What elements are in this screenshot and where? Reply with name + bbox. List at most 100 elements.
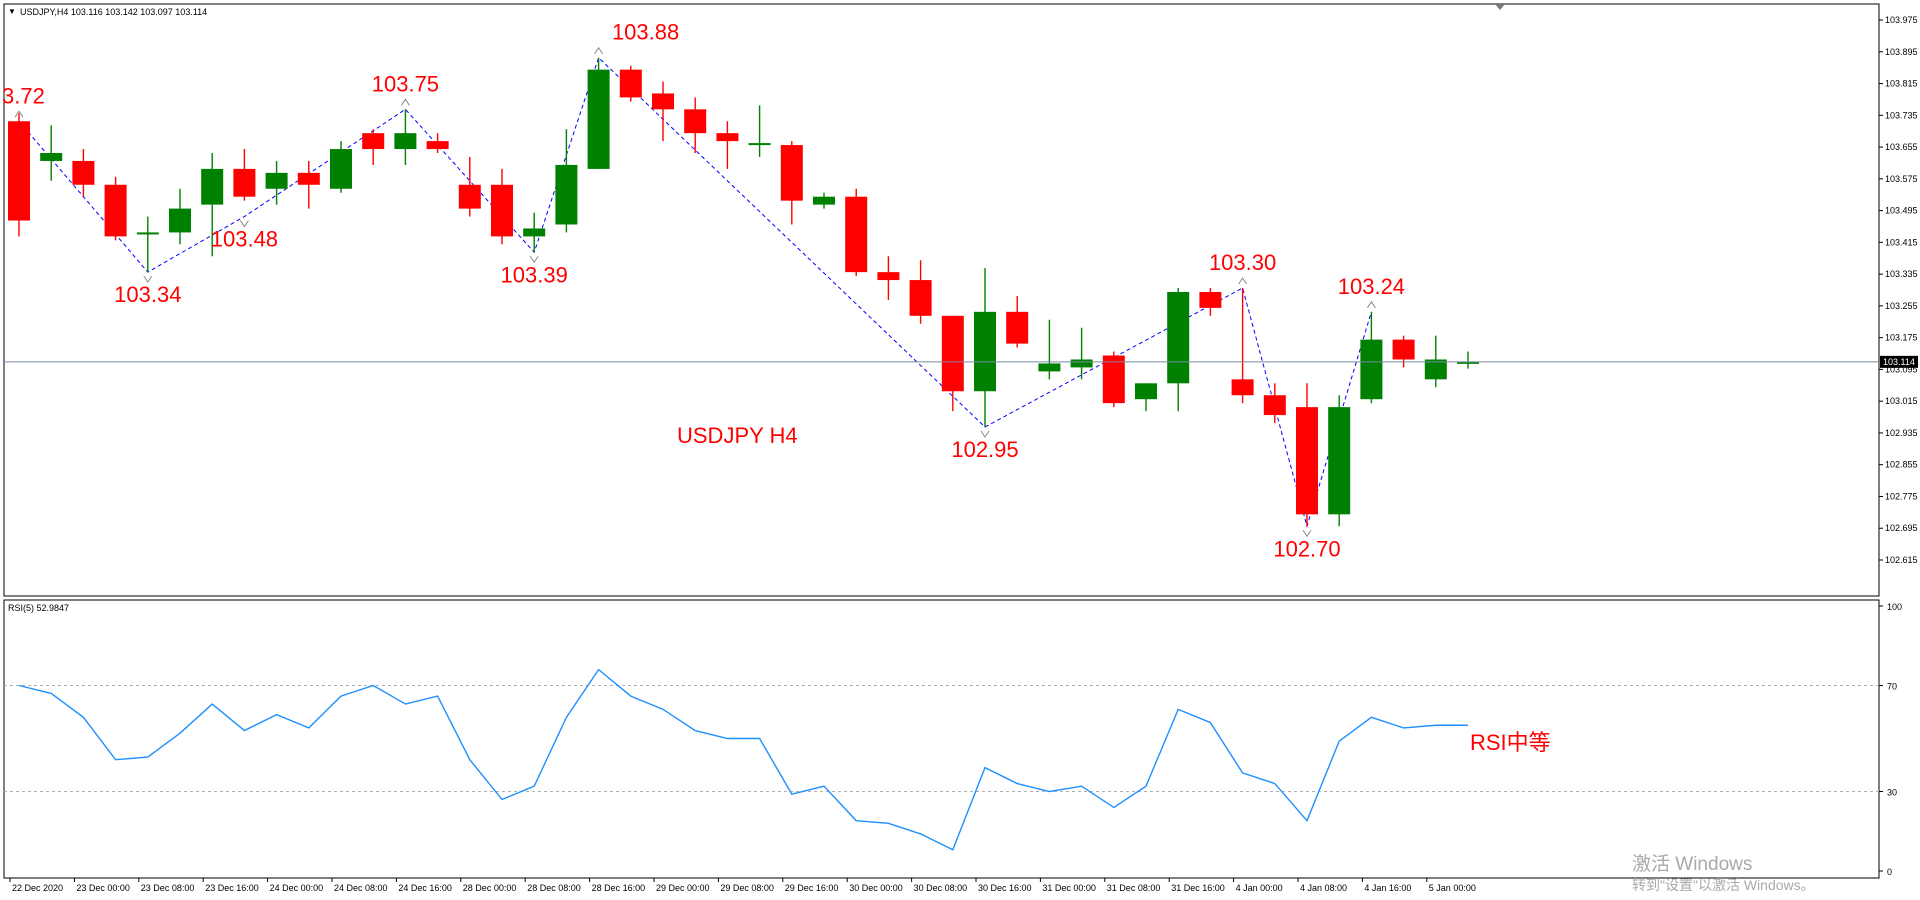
bull-candle (330, 149, 352, 189)
swing-arrow-icon (529, 256, 539, 264)
candles-layer (8, 57, 1479, 527)
bull-candle (136, 232, 159, 235)
time-tick-label: 30 Dec 00:00 (849, 883, 903, 893)
bull-candle (169, 208, 191, 233)
bull-candle (974, 311, 996, 392)
swing-arrow-icon (594, 46, 604, 54)
rsi-tick-label: 100 (1887, 602, 1902, 612)
time-tick-label: 4 Jan 00:00 (1236, 883, 1283, 893)
bear-candle (1199, 291, 1222, 308)
price-tick-label: 103.175 (1885, 333, 1918, 343)
price-tick-label: 102.615 (1885, 555, 1918, 565)
swing-label: 103.30 (1209, 250, 1276, 275)
bull-candle (265, 172, 288, 189)
price-tick-label: 103.815 (1885, 79, 1918, 89)
swing-arrow-icon (143, 275, 153, 284)
time-tick-label: 22 Dec 2020 (12, 883, 63, 893)
rsi-header: RSI(5) 52.9847 (8, 603, 70, 613)
bear-candle (8, 121, 30, 221)
bear-candle (426, 141, 449, 150)
price-tick-label: 103.735 (1885, 110, 1918, 120)
bear-candle (941, 315, 964, 392)
time-tick-label: 5 Jan 00:00 (1429, 883, 1476, 893)
bull-candle (1038, 363, 1061, 372)
bull-candle (1457, 361, 1479, 364)
bull-candle (201, 168, 224, 205)
time-tick-label: 24 Dec 16:00 (398, 883, 452, 893)
price-tick-label: 103.495 (1885, 206, 1918, 216)
dropdown-arrow-icon[interactable]: ▼ (8, 7, 16, 16)
bull-candle (1360, 339, 1383, 400)
bear-candle (233, 168, 256, 197)
bull-candle (1424, 359, 1447, 380)
price-tick-label: 103.655 (1885, 142, 1918, 152)
bear-candle (1263, 395, 1286, 416)
rsi-tick-label: 70 (1887, 682, 1897, 692)
bear-candle (297, 172, 320, 185)
time-tick-label: 29 Dec 16:00 (785, 883, 839, 893)
time-tick-label: 23 Dec 16:00 (205, 883, 259, 893)
main-pane-frame (3, 3, 1880, 597)
ohlc-values: 103.116 103.142 103.097 103.114 (70, 7, 208, 17)
swing-label: 102.95 (951, 437, 1018, 462)
rsi-tick-label: 0 (1887, 867, 1892, 877)
swing-label: 103.48 (211, 227, 278, 252)
swing-label: 103.39 (501, 262, 568, 287)
time-tick-label: 28 Dec 16:00 (592, 883, 646, 893)
price-tick-label: 102.935 (1885, 428, 1918, 438)
bear-candle (1231, 379, 1254, 396)
swing-arrow-icon (1238, 277, 1248, 285)
swing-arrow-icon (400, 98, 410, 106)
bull-candle (555, 164, 578, 225)
bear-candle (877, 272, 900, 281)
activation-watermark-sub: 转到"设置"以激活 Windows。 (1632, 877, 1815, 893)
bear-candle (619, 69, 642, 98)
price-tick-label: 103.575 (1885, 174, 1918, 184)
price-tick-label: 103.415 (1885, 237, 1918, 247)
bear-candle (780, 145, 803, 201)
price-tick-label: 102.695 (1885, 523, 1918, 533)
chart-title: USDJPY H4 (677, 423, 798, 448)
bull-candle (394, 133, 417, 150)
time-tick-label: 29 Dec 00:00 (656, 883, 710, 893)
swing-label: 103.24 (1338, 274, 1405, 299)
activation-watermark-title: 激活 Windows (1632, 854, 1753, 875)
rsi-tick-label: 30 (1887, 788, 1897, 798)
swing-arrow-icon (980, 430, 990, 438)
rsi-line (18, 668, 1468, 851)
time-tick-label: 24 Dec 00:00 (270, 883, 324, 893)
swing-arrow-icon (1366, 300, 1376, 309)
price-tick-label: 102.855 (1885, 460, 1918, 470)
bear-candle (1006, 311, 1029, 344)
rsi-axis: 100 70 30 0 (1879, 602, 1902, 877)
bull-candle (1070, 359, 1093, 368)
price-tick-label: 102.775 (1885, 491, 1918, 501)
rsi-layer (4, 668, 1879, 851)
time-tick-label: 4 Jan 08:00 (1300, 883, 1347, 893)
bull-candle (523, 228, 546, 237)
time-tick-label: 28 Dec 08:00 (527, 883, 581, 893)
swing-arrow-icon (14, 110, 24, 118)
time-tick-label: 24 Dec 08:00 (334, 883, 388, 893)
bull-candle (1167, 291, 1190, 384)
swing-label: 103.34 (114, 282, 181, 307)
bear-candle (458, 184, 481, 209)
symbol-timeframe: USDJPY,H4 (20, 7, 69, 17)
price-tick-label: 103.015 (1885, 396, 1918, 406)
rsi-annotation: RSI中等 (1470, 730, 1551, 755)
annotation-layer: 3.72 103.34 103.48 103.75 103.39 103.88 102.95… (2, 20, 1405, 562)
bull-candle (40, 153, 63, 161)
bear-candle (362, 133, 385, 150)
current-price-badge (1880, 355, 1918, 368)
swing-label: 103.88 (612, 20, 679, 45)
scroll-marker-icon[interactable] (1495, 4, 1505, 10)
time-axis: 22 Dec 2020 23 Dec 00:00 23 Dec 08:00 23 De… (9, 878, 1476, 893)
bear-candle (716, 133, 739, 142)
bear-candle (491, 184, 513, 237)
time-tick-label: 31 Dec 00:00 (1042, 883, 1096, 893)
swing-arrow-icon (1302, 529, 1312, 538)
bear-candle (1392, 339, 1415, 360)
time-tick-label: 31 Dec 16:00 (1171, 883, 1225, 893)
swing-label: 3.72 (2, 83, 45, 108)
